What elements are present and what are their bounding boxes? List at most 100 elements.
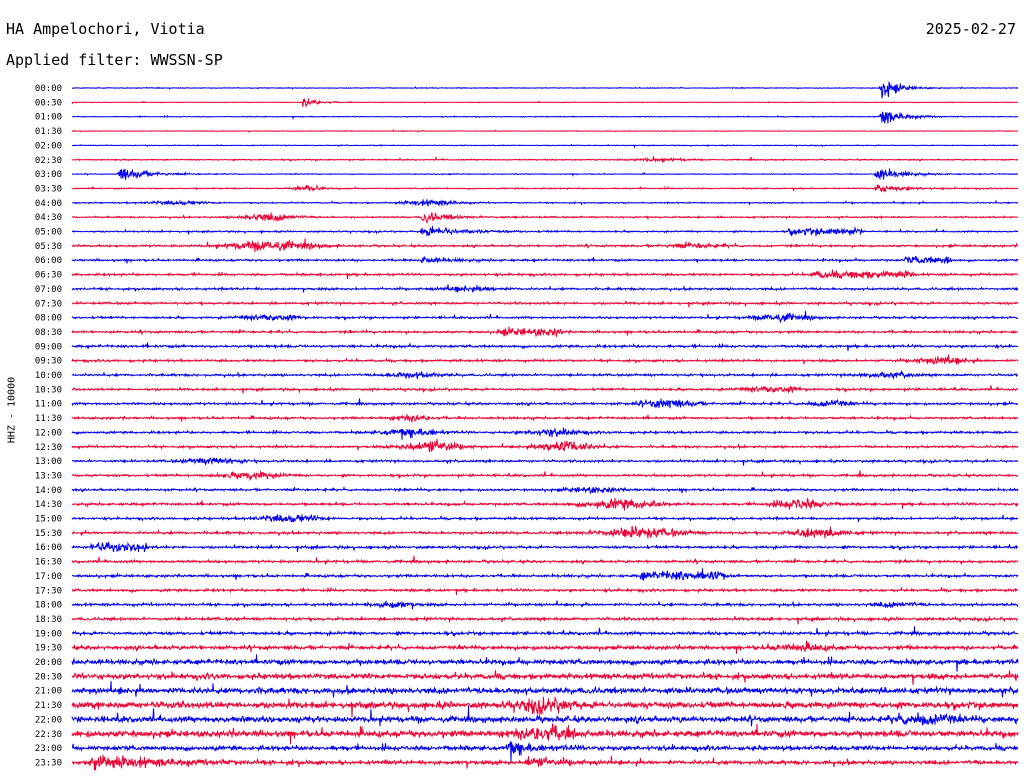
time-label: 08:00 <box>35 314 62 324</box>
time-label: 14:30 <box>35 500 62 510</box>
trace-line <box>71 269 1019 280</box>
trace-line <box>71 438 1019 453</box>
time-label: 06:00 <box>35 256 62 266</box>
time-label: 02:30 <box>35 156 62 166</box>
time-label: 11:30 <box>35 414 62 424</box>
trace-line <box>72 168 1019 180</box>
time-label: 10:00 <box>35 371 62 381</box>
trace-line <box>71 238 1019 253</box>
time-label: 13:00 <box>35 457 62 467</box>
time-label: 21:00 <box>35 687 62 697</box>
trace-line <box>71 586 1019 596</box>
time-label: 04:30 <box>35 213 62 223</box>
time-label: 17:30 <box>35 586 62 596</box>
trace-line <box>71 626 1019 638</box>
time-label: 09:00 <box>35 342 62 352</box>
trace-line <box>71 111 1019 124</box>
time-label: 01:30 <box>35 127 62 137</box>
time-label: 19:00 <box>35 629 62 639</box>
filter-label: Applied filter: WWSSN-SP <box>6 51 223 69</box>
time-label: 11:00 <box>35 400 62 410</box>
time-label: 16:00 <box>35 543 62 553</box>
trace-line <box>71 427 1019 440</box>
trace-line <box>71 183 1018 193</box>
time-label: 09:30 <box>35 357 62 367</box>
trace-line <box>71 143 1019 149</box>
time-label: 00:00 <box>35 84 62 94</box>
time-label: 06:30 <box>35 271 62 281</box>
time-label: 02:00 <box>35 141 62 151</box>
time-label: 03:30 <box>35 184 62 194</box>
time-label: 08:30 <box>35 328 62 338</box>
time-label: 03:00 <box>35 170 62 180</box>
trace-line <box>71 696 1019 718</box>
trace-line <box>71 497 1019 511</box>
time-label: 20:30 <box>35 672 62 682</box>
time-label: 01:00 <box>35 113 62 123</box>
time-label: 12:00 <box>35 428 62 438</box>
trace-line <box>71 326 1019 338</box>
time-label: 23:00 <box>35 744 62 754</box>
trace-line <box>71 212 1019 224</box>
trace-line <box>71 369 1019 380</box>
trace-line <box>71 354 1019 365</box>
trace-group <box>71 81 1019 771</box>
time-label: 21:30 <box>35 701 62 711</box>
time-label: 20:00 <box>35 658 62 668</box>
trace-line <box>71 414 1019 423</box>
trace-line <box>71 342 1019 352</box>
time-label: 18:30 <box>35 615 62 625</box>
time-label: 10:30 <box>35 385 62 395</box>
trace-line <box>71 705 1019 727</box>
time-label: 17:00 <box>35 572 62 582</box>
trace-line <box>71 225 1019 237</box>
trace-line <box>71 670 1019 685</box>
trace-line <box>71 541 1019 553</box>
trace-line <box>71 470 1019 482</box>
trace-line <box>71 754 1019 771</box>
time-label: 00:30 <box>35 98 62 108</box>
trace-line <box>71 128 1019 134</box>
time-label: 19:30 <box>35 644 62 654</box>
time-label: 07:30 <box>35 299 62 309</box>
trace-line <box>71 680 1019 698</box>
trace-line <box>72 741 1019 763</box>
trace-line <box>71 255 1019 264</box>
trace-line <box>71 398 1019 409</box>
trace-line <box>71 600 1019 610</box>
trace-line <box>71 485 1019 495</box>
time-label: 16:30 <box>35 558 62 568</box>
time-label: 12:30 <box>35 443 62 453</box>
date-label: 2025-02-27 <box>925 20 1016 38</box>
trace-line <box>71 284 1019 293</box>
time-label-group: 00:00 00:30 01:00 01:30 02:00 02:30 03:00 03:30… <box>35 84 62 768</box>
trace-line <box>71 723 1019 745</box>
station-title: HA Ampelochori, Viotia <box>6 20 205 38</box>
trace-line <box>71 385 1019 394</box>
time-label: 05:00 <box>35 228 62 238</box>
time-label: 22:30 <box>35 730 62 740</box>
time-label: 15:30 <box>35 529 62 539</box>
trace-line <box>71 81 1019 99</box>
trace-line <box>71 199 1019 207</box>
trace-line <box>71 513 1019 523</box>
trace-line <box>71 615 1019 625</box>
time-label: 18:00 <box>35 601 62 611</box>
trace-line <box>71 640 1019 654</box>
time-label: 07:00 <box>35 285 62 295</box>
trace-line <box>72 155 1019 164</box>
time-label: 22:00 <box>35 715 62 725</box>
trace-line <box>71 299 1019 308</box>
trace-line <box>71 555 1019 566</box>
time-label: 04:00 <box>35 199 62 209</box>
trace-line <box>71 97 1018 108</box>
trace-line <box>71 310 1019 324</box>
trace-line <box>71 568 1019 581</box>
trace-line <box>71 456 1019 466</box>
trace-line <box>71 654 1019 672</box>
time-label: 14:00 <box>35 486 62 496</box>
trace-line <box>71 525 1019 539</box>
time-label: 13:30 <box>35 471 62 481</box>
time-label: 23:30 <box>35 758 62 768</box>
